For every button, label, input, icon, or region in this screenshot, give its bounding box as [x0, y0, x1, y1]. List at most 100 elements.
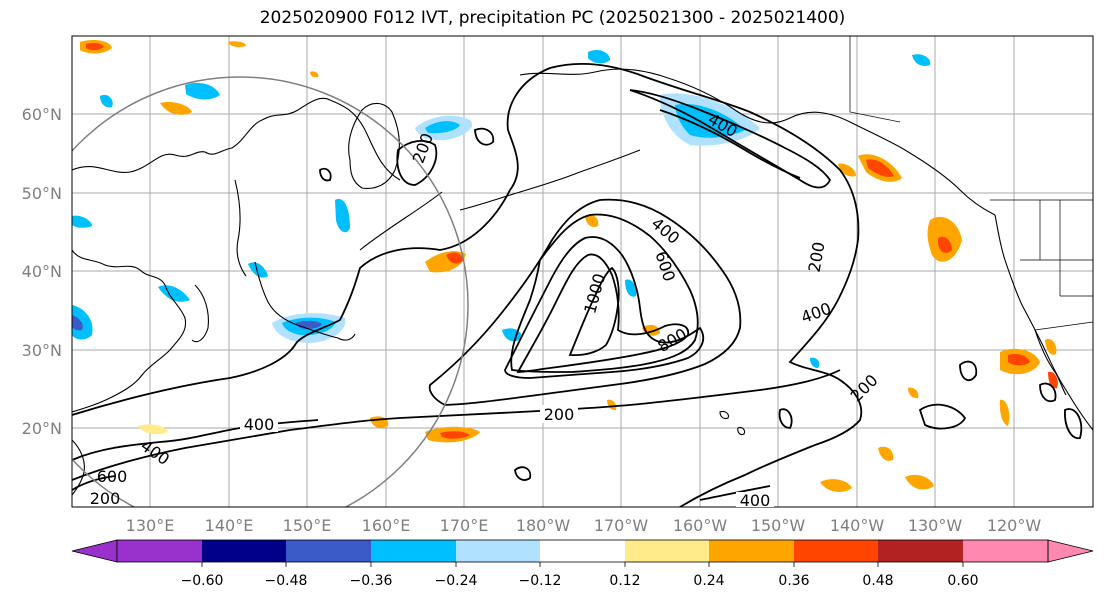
- contour-800: [516, 253, 690, 373]
- neg-patch-aleutian: [588, 49, 610, 64]
- colorbar-tick-9: 0.48: [862, 573, 893, 589]
- contour-label-600-b: 600: [97, 467, 128, 486]
- colorbar-tick-2: −0.48: [265, 573, 308, 589]
- lon-label-170e: 170°E: [440, 516, 489, 535]
- lon-label-150w: 150°W: [751, 516, 806, 535]
- contour-small4: [1039, 382, 1057, 403]
- colorbar-tick-4: −0.24: [435, 573, 478, 589]
- colorbar: −0.60 −0.48 −0.36 −0.24 −0.12 0.12 0.24 …: [71, 539, 1094, 589]
- contour-200-outer: [72, 62, 863, 507]
- colorbar-segment-8: [709, 540, 794, 562]
- colorbar-segment-3: [286, 540, 371, 562]
- coast-hawaii: [719, 410, 746, 436]
- border-states: [1020, 200, 1093, 297]
- pos-patch-se: [820, 479, 852, 492]
- colorbar-tick-6: 0.12: [609, 573, 640, 589]
- neg-patch-korea: [72, 305, 93, 340]
- lat-labels: 60°N 50°N 40°N 30°N 20°N: [22, 105, 62, 438]
- colorbar-segment-6: [540, 540, 625, 562]
- contour-small7: [514, 466, 532, 481]
- contour-200-inner: [72, 369, 841, 481]
- lon-label-120w: 120°W: [987, 516, 1042, 535]
- colorbar-segment-7: [625, 540, 709, 562]
- neg-patch-hawaii: [810, 357, 820, 368]
- lat-label-30: 30°N: [22, 341, 62, 360]
- coast-namerica: [994, 214, 1093, 431]
- pos-patch-small3: [908, 387, 919, 399]
- colorbar-outline: [116, 539, 1049, 563]
- neg-patch-n-sea: [185, 82, 220, 100]
- pos-patch-small2: [310, 71, 319, 78]
- colorbar-tick-8: 0.36: [778, 573, 809, 589]
- contour-label-bg: [736, 492, 774, 507]
- contour-small1: [474, 127, 495, 146]
- pos-patch-bc-core: [938, 236, 952, 253]
- colorbar-tick-3: −0.36: [350, 573, 393, 589]
- lat-label-20: 20°N: [22, 419, 62, 438]
- region-circle: [72, 76, 469, 507]
- neg-patch-china: [158, 285, 190, 302]
- neg-patch-korea-dark: [72, 315, 83, 331]
- coast-japan: [254, 261, 356, 341]
- pos-patch-kuril-core: [446, 252, 463, 264]
- colorbar-segment-4: [371, 540, 456, 562]
- colorbar-extend-high: [1047, 539, 1094, 563]
- pos-patch-w-trop2: [138, 424, 168, 435]
- lat-label-60: 60°N: [22, 105, 62, 124]
- neg-patch-okhotsk-core: [425, 121, 460, 134]
- pos-patch-small1: [228, 41, 246, 47]
- pos-patch-e-trop: [878, 446, 894, 461]
- neg-patch-north: [100, 94, 113, 108]
- colorbar-tick-1: −0.60: [181, 573, 224, 589]
- pos-patch-small4: [838, 163, 856, 177]
- ivt-contours: [72, 62, 1083, 507]
- neg-patch-central: [625, 279, 637, 297]
- coast-korea: [191, 284, 209, 343]
- contour-label-200-a: 200: [544, 405, 575, 424]
- coast-alaska: [519, 68, 996, 216]
- contour-label-bg: [540, 405, 578, 423]
- lon-label-180w: 180°W: [516, 516, 571, 535]
- borders: [849, 36, 1093, 331]
- contour-label-400-a: 400: [244, 415, 275, 434]
- contour-600-sw: [72, 475, 116, 491]
- map-title: 2025020900 F012 IVT, precipitation PC (2…: [259, 8, 846, 28]
- contour-label-400-e: 400: [740, 491, 771, 510]
- colorbar-segment-10: [878, 540, 963, 562]
- border-us-mexico: [1034, 321, 1093, 331]
- colorbar-tick-5: −0.12: [519, 573, 562, 589]
- contour-label-bg: [240, 414, 278, 432]
- colorbar-segment-5: [456, 540, 540, 562]
- contour-600: [504, 236, 705, 379]
- map-frame: [71, 35, 1094, 508]
- colorbar-tick-10: 0.60: [947, 573, 978, 589]
- contour-label-200-e: 200: [90, 489, 121, 508]
- coast-kamchatka: [348, 102, 400, 189]
- neg-patch-west: [72, 215, 92, 228]
- pos-patch-nw-core: [86, 43, 104, 51]
- pos-patch-mid: [585, 214, 599, 227]
- pos-patch-tropic-core: [440, 431, 470, 439]
- pos-patch-gulf-core: [866, 159, 894, 177]
- contour-small5: [778, 408, 793, 429]
- neg-patch-sakhalin: [248, 262, 268, 278]
- border-alaska-canada: [849, 36, 901, 123]
- colorbar-segment-2: [202, 540, 286, 562]
- neg-patch-alaska-core: [675, 104, 745, 138]
- lat-label-40: 40°N: [22, 262, 62, 281]
- lon-label-160w: 160°W: [673, 516, 728, 535]
- colorbar-tick-7: 0.24: [693, 573, 724, 589]
- lon-label-140w: 140°W: [830, 516, 885, 535]
- colorbar-segment-11: [963, 540, 1048, 562]
- pos-patch-mid2: [999, 399, 1010, 426]
- pos-patch-se2: [905, 474, 934, 490]
- pos-patch-coast: [1045, 339, 1057, 355]
- lon-labels: 130°E 140°E 150°E 160°E 170°E 180°W 170°…: [126, 516, 1042, 535]
- precip-shading: [72, 40, 1058, 492]
- colorbar-segment-1: [117, 540, 202, 562]
- coast-aleutians: [459, 149, 641, 211]
- lon-label-130w: 130°W: [908, 516, 963, 535]
- colorbar-segment-9: [794, 540, 878, 562]
- contour-alaska-inner2: [659, 109, 801, 179]
